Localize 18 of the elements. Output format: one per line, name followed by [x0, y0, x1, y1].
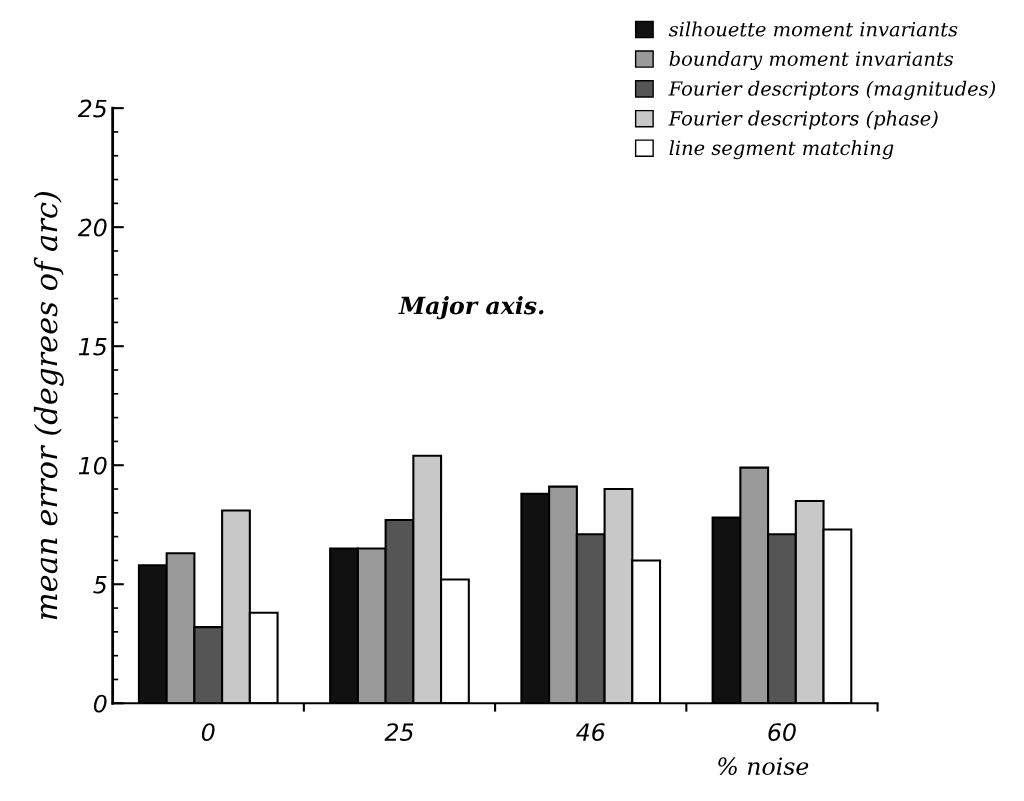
text: Major axis. [398, 296, 544, 320]
legend-label: line segment matching [669, 140, 894, 160]
y-axis-title: mean error (degrees of arc) [33, 192, 64, 620]
x-axis-title: % noise [718, 757, 809, 776]
x-tick-label: 60 [768, 723, 796, 741]
y-tick-label: 15 [78, 337, 107, 356]
legend-label: Fourier descriptors (magnitudes) [668, 80, 996, 100]
legend-label: Fourier descriptors (phase) [668, 110, 938, 130]
y-tick-label: 20 [77, 218, 107, 237]
y-tick-label: 5 [93, 576, 107, 594]
y-tick-label: 0 [93, 694, 107, 713]
y-tick-label: 25 [77, 99, 107, 118]
legend-label: silhouette moment invariants [668, 21, 958, 37]
x-tick-label: 25 [384, 723, 414, 741]
x-tick-label: 0 [201, 723, 215, 741]
legend-label: boundary moment invariants [669, 51, 954, 71]
x-tick-label: 46 [576, 723, 605, 741]
y-tick-label: 10 [78, 456, 107, 475]
